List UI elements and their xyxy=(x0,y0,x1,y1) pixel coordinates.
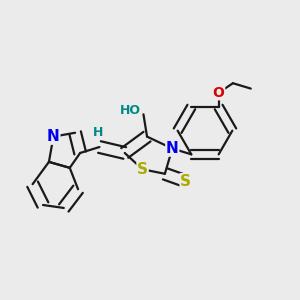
Text: S: S xyxy=(137,162,148,177)
Text: N: N xyxy=(47,129,60,144)
Text: N: N xyxy=(166,141,179,156)
Text: H: H xyxy=(93,126,103,139)
Text: O: O xyxy=(213,86,225,100)
Text: HO: HO xyxy=(120,104,141,117)
Text: S: S xyxy=(180,174,191,189)
